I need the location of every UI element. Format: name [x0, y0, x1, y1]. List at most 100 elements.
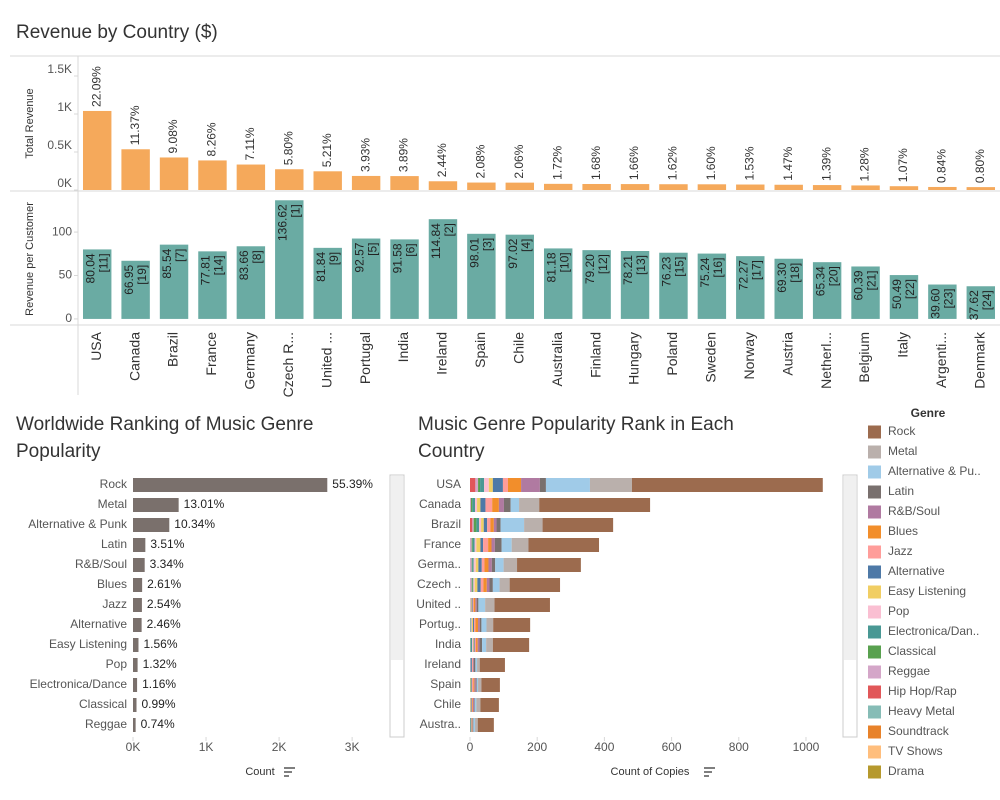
share-label: 3.89% — [397, 138, 411, 172]
x-tick-label: India — [395, 332, 411, 363]
x-tick-label: 3K — [345, 740, 360, 754]
y-tick-label: USA — [436, 477, 461, 491]
bar — [736, 184, 765, 190]
bar — [774, 184, 803, 190]
bar-segment — [471, 498, 473, 512]
bar-segment — [479, 618, 482, 632]
x-tick-label: Brazil — [165, 332, 181, 367]
share-label: 5.21% — [320, 133, 334, 167]
bar — [198, 251, 227, 319]
scroll-thumb[interactable] — [391, 476, 403, 660]
y-tick-label: India — [435, 637, 461, 651]
bar — [428, 181, 458, 190]
bar-segment — [472, 618, 474, 632]
y-tick-label: Germa.. — [418, 557, 461, 571]
value-label: 69.30 — [775, 262, 789, 292]
bar-segment — [478, 618, 480, 632]
chart-title: Music Genre Popularity Rank in Each Coun… — [418, 414, 734, 462]
value-label: 97.02 — [506, 238, 520, 268]
bar — [133, 518, 170, 532]
y-tick-label: Chile — [434, 697, 462, 711]
y-tick-label: 50 — [59, 268, 73, 282]
scroll-thumb[interactable] — [844, 476, 856, 660]
bar-segment — [474, 618, 476, 632]
bar — [313, 247, 342, 319]
bar-segment — [481, 618, 487, 632]
bar-segment — [473, 598, 476, 612]
bar — [133, 658, 138, 672]
bar-segment — [478, 478, 481, 492]
bar-segment — [471, 538, 473, 552]
bar-segment — [472, 698, 474, 712]
legend-label: R&B/Soul — [888, 504, 940, 518]
bar — [812, 262, 842, 319]
bar — [159, 157, 189, 190]
bar-segment — [492, 478, 503, 492]
bar-segment — [473, 658, 476, 672]
share-label: 0.74% — [141, 717, 175, 731]
bar-segment — [470, 498, 472, 512]
bar — [390, 176, 419, 190]
bar — [351, 175, 381, 190]
legend-label: Soundtrack — [888, 724, 950, 738]
bar-segment — [494, 598, 550, 612]
rank-label: [20] — [826, 266, 840, 286]
bar-segment — [486, 578, 490, 592]
bar-segment — [503, 498, 511, 512]
share-label: 2.44% — [435, 143, 449, 177]
bar — [620, 184, 650, 190]
legend-swatch — [868, 665, 881, 679]
bar-segment — [471, 658, 473, 672]
share-label: 10.34% — [174, 517, 215, 531]
bar-segment — [500, 518, 525, 532]
x-tick-label: 1K — [199, 740, 214, 754]
share-label: 0.84% — [935, 149, 949, 183]
legend-label: Electronica/Dan.. — [888, 624, 979, 638]
bar — [133, 498, 179, 512]
bar-segment — [474, 578, 478, 592]
bar-segment — [542, 518, 614, 532]
rank-label: [10] — [557, 252, 571, 272]
bar-segment — [488, 478, 493, 492]
sort-icon — [284, 767, 295, 777]
bar-segment — [477, 718, 494, 732]
bar-segment — [477, 578, 481, 592]
bar-segment — [498, 498, 504, 512]
x-tick-label: 2K — [272, 740, 287, 754]
value-label: 114.84 — [429, 223, 443, 259]
axis-label: Revenue per Customer — [24, 202, 36, 316]
bar-segment — [495, 558, 504, 572]
value-label: 80.04 — [83, 253, 97, 283]
y-tick-label: Brazil — [431, 517, 461, 531]
bar-segment — [476, 698, 481, 712]
y-tick-label: Easy Listening — [49, 637, 127, 651]
bar — [390, 239, 419, 319]
bar-segment — [473, 658, 474, 672]
bar-segment — [473, 558, 476, 572]
bar — [659, 184, 688, 190]
x-tick-label: 800 — [729, 740, 749, 754]
x-tick-label: Argenti... — [933, 332, 949, 388]
bar — [133, 558, 145, 572]
bar-segment — [476, 518, 480, 532]
bar-segment — [476, 538, 481, 552]
bar-segment — [472, 558, 474, 572]
share-label: 5.80% — [281, 131, 295, 165]
share-label: 1.32% — [143, 657, 177, 671]
bar-segment — [475, 498, 478, 512]
bar-segment — [492, 578, 500, 592]
y-tick-label: Ireland — [424, 657, 461, 671]
y-tick-label: United .. — [416, 597, 461, 611]
rank-label: [3] — [481, 238, 495, 251]
bar-segment — [480, 578, 484, 592]
share-label: 2.46% — [147, 617, 181, 631]
bar — [697, 253, 727, 319]
x-tick-label: 400 — [594, 740, 614, 754]
sort-icon — [704, 767, 715, 777]
bar-segment — [539, 498, 651, 512]
bar-segment — [478, 558, 482, 572]
share-label: 1.28% — [858, 147, 872, 181]
bar-segment — [482, 638, 487, 652]
rank-label: [11] — [96, 253, 110, 272]
bar — [428, 219, 458, 319]
